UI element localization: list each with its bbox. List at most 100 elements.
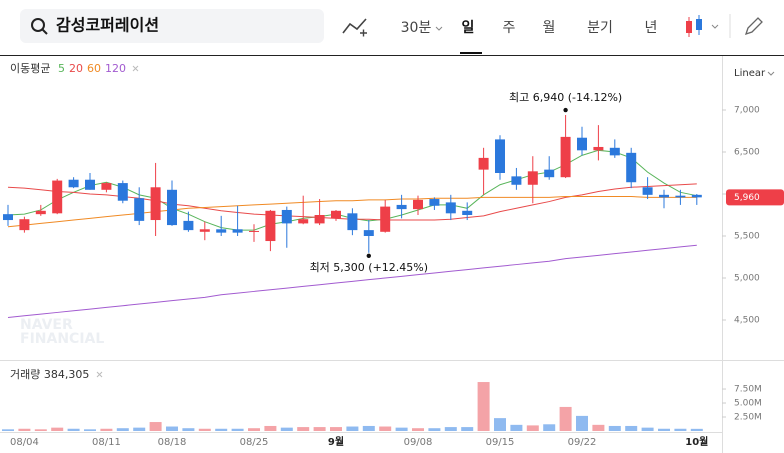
candle-body	[314, 215, 325, 224]
candle-body	[626, 152, 637, 183]
scale-label[interactable]: Linear	[734, 68, 766, 79]
volume-bar	[100, 428, 113, 431]
candle-body	[691, 194, 702, 198]
annotation: 최고 6,940 (-14.12%)	[509, 91, 622, 104]
volume-bar	[641, 427, 654, 431]
candle-body	[117, 183, 128, 201]
volume-bar	[690, 428, 703, 431]
x-tick-label: 08/18	[158, 437, 187, 448]
volume-bar	[297, 427, 310, 431]
volume-bar	[576, 415, 588, 431]
candle-body	[527, 171, 538, 185]
annotation-dot	[563, 107, 568, 113]
volume-bar	[559, 406, 572, 431]
volume-title: 거래량 384,305	[10, 368, 89, 381]
search-icon	[31, 18, 45, 32]
volume-bar	[231, 428, 244, 431]
candle-icon[interactable]	[686, 15, 719, 37]
volume-bar	[133, 427, 146, 431]
legend-entry: 5	[58, 62, 65, 75]
candle-body	[675, 195, 686, 198]
interval[interactable]: 년	[645, 20, 658, 36]
candle-body	[281, 209, 292, 224]
interval[interactable]: 월	[543, 20, 556, 36]
legend-entry: 20	[69, 62, 83, 75]
interval[interactable]: 분기	[587, 20, 613, 36]
close-icon[interactable]	[132, 65, 139, 72]
volume-bar	[67, 428, 80, 431]
candle-body	[52, 180, 63, 214]
candle-body	[199, 229, 210, 232]
legend-entry: 120	[105, 62, 126, 75]
volume-bar	[166, 426, 178, 431]
volume-bar	[51, 427, 64, 431]
volume-bar	[264, 425, 277, 431]
y-tick-label: 4,500	[734, 316, 760, 326]
candle-body	[495, 139, 505, 173]
ma-line	[7, 196, 697, 228]
volume-bar	[34, 429, 47, 431]
candle-body	[265, 210, 276, 242]
interval[interactable]: 일	[462, 20, 475, 36]
candle-body	[216, 229, 227, 233]
volume-bar	[248, 428, 260, 431]
x-tick-label: 09/15	[486, 437, 515, 448]
close-icon[interactable]	[96, 371, 103, 378]
annotation: 최저 5,300 (+12.45%)	[310, 261, 428, 274]
volume-bar	[149, 422, 162, 431]
volume-bar	[412, 428, 424, 431]
ma-label: 이동평균	[10, 62, 50, 75]
x-tick-label: 08/11	[92, 437, 121, 448]
volume-bar	[395, 427, 408, 431]
candle-body	[609, 147, 620, 156]
candle-body	[35, 210, 46, 215]
x-tick-label: 09/08	[404, 437, 433, 448]
search-icon	[41, 28, 48, 35]
indicator-icon[interactable]	[342, 18, 367, 34]
volume-bar	[362, 425, 375, 431]
search-box[interactable]	[20, 9, 324, 43]
candle-body	[347, 213, 358, 231]
volume-bar	[280, 427, 293, 431]
volume-bar	[428, 428, 441, 431]
candle-body	[413, 199, 423, 210]
icon-rect	[686, 21, 692, 33]
candle-body	[593, 146, 604, 151]
icon-rect	[696, 19, 702, 30]
x-tick-label: 08/25	[240, 437, 269, 448]
candle-body	[429, 199, 440, 206]
candle-body	[544, 169, 555, 178]
y-tick-label: 5.00M	[734, 399, 762, 409]
candle-body	[380, 206, 391, 232]
volume-bar	[461, 427, 474, 431]
x-tick-label: 9월	[328, 436, 344, 448]
volume-bar	[330, 427, 342, 431]
volume-bar	[379, 426, 392, 431]
candle-body	[19, 219, 30, 231]
y-tick-label: 5,000	[734, 274, 760, 284]
candle-body	[85, 179, 95, 190]
volume-bar	[608, 425, 621, 431]
volume-bar	[182, 428, 195, 431]
watermark: FINANCIAL	[20, 331, 104, 347]
candle-body	[232, 229, 243, 233]
pencil-icon[interactable]	[744, 17, 763, 36]
candle-body	[511, 176, 522, 185]
y-tick-label: 5,500	[734, 232, 760, 242]
candle-body	[134, 198, 145, 221]
volume-bar	[198, 428, 211, 431]
candle-body	[577, 137, 587, 151]
y-tick-label: 7.50M	[734, 385, 762, 395]
candle-body	[478, 157, 489, 170]
interval[interactable]: 30분	[401, 20, 432, 36]
y-tick-label: 7,000	[734, 106, 760, 116]
x-tick-label: 09/22	[568, 437, 597, 448]
interval[interactable]: 주	[503, 20, 516, 36]
volume-bar	[543, 424, 556, 431]
candle-body	[659, 194, 669, 198]
watermark: NAVER	[20, 317, 73, 333]
volume-bar	[313, 427, 326, 431]
volume-bar	[84, 429, 96, 431]
volume-bar	[674, 428, 687, 431]
